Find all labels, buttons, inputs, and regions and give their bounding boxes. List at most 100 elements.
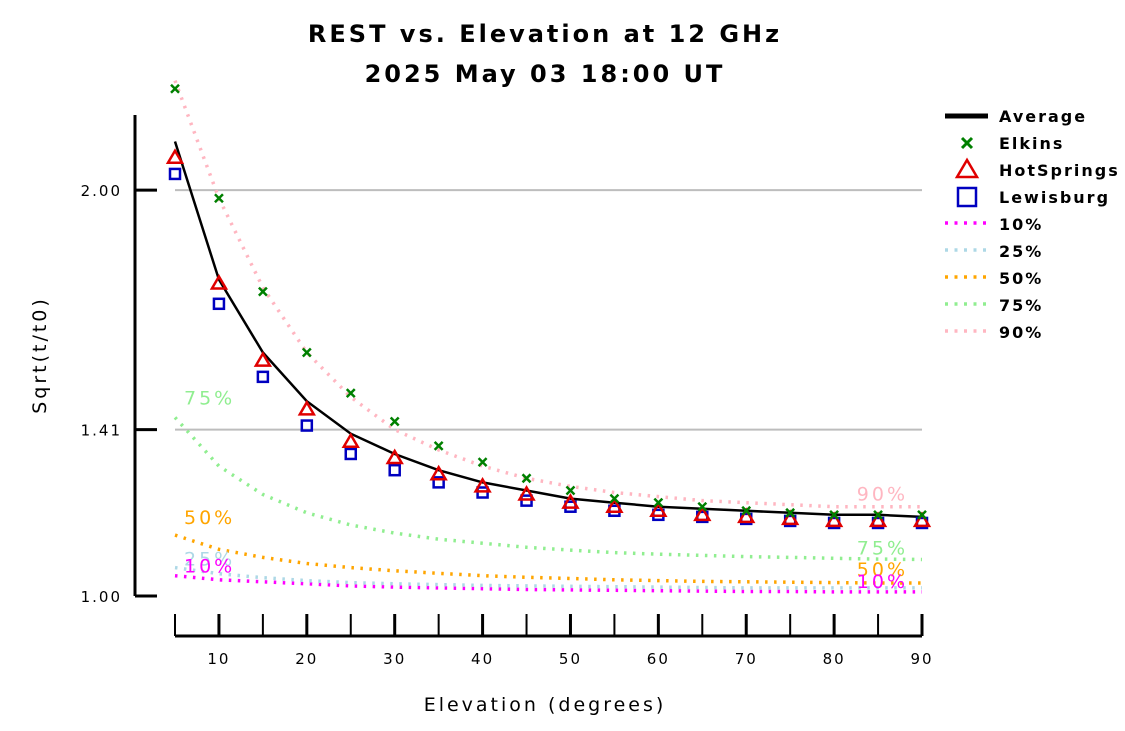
hotsprings-point-4 [341,432,360,449]
x-tick-label-1: 20 [295,650,318,668]
lewisburg-point-1 [212,297,226,311]
y-tick-label-2: 2.00 [81,182,122,200]
x-tick-label-4: 50 [559,650,582,668]
legend-label-10pct: 10% [999,215,1043,234]
lewisburg-point-6 [432,476,445,489]
curve-label-3: 10% [184,556,235,578]
hotsprings-point-0 [165,148,185,164]
legend-item-elkins: Elkins [960,134,1064,153]
hotsprings-point-7 [473,476,492,493]
lewisburg-point-3 [300,419,314,432]
x-tick-label-2: 30 [383,650,406,668]
series-75pct-line [173,416,923,562]
elkins-point-3 [301,347,312,358]
x-tick-label-5: 60 [647,650,670,668]
legend-item-50pct: 50% [945,269,1041,288]
hotsprings-point-11 [649,501,668,518]
legend-item-75pct: 75% [945,296,1043,315]
legend-swatch-hotsprings [954,157,980,179]
x-tick-label-6: 70 [735,650,758,668]
elkins-point-5 [389,416,400,427]
elkins-point-13 [741,505,752,516]
y-tick-label-0: 1.00 [81,588,122,606]
elkins-point-12 [697,501,708,512]
hotsprings-point-3 [297,399,316,416]
legend-label-25pct: 25% [999,242,1043,261]
axes: 1.00 1.41 2.00 10 20 30 40 50 60 70 80 90 [81,115,933,668]
y-axis-label: Sqrt(t/t0) [29,296,51,414]
elkins-point-14 [785,507,796,518]
elkins-point-9 [565,485,576,496]
legend-item-25pct: 25% [945,242,1043,261]
x-tick-label-8: 90 [910,650,933,668]
hotsprings-point-2 [253,351,273,367]
elkins-point-0 [170,83,180,94]
legend: Average Elkins HotSprings Lewisburg 10% 25% 50… [945,107,1120,342]
curve-label-5: 75% [857,537,908,559]
legend-label-90pct: 90% [999,323,1043,342]
legend-label-75pct: 75% [999,296,1043,315]
legend-item-90pct: 90% [945,323,1043,342]
lewisburg-point-5 [388,463,401,477]
chart-title: REST vs. Elevation at 12 GHz [308,20,782,48]
elkins-point-15 [829,509,840,520]
series-90pct-line [173,79,922,509]
legend-swatch-elkins [960,136,974,150]
hotsprings-point-14 [781,509,800,526]
curve-label-7: 10% [857,571,908,593]
x-axis-label: Elevation (degrees) [424,694,667,716]
gridlines [175,189,922,431]
legend-item-10pct: 10% [945,215,1043,234]
curve-labels: 75%50%25%10%90%75%50%10% [184,387,908,593]
legend-swatch-lewisburg [956,186,978,208]
legend-label-elkins: Elkins [999,134,1064,153]
curve-label-0: 75% [184,387,235,409]
curve-label-6: 50% [857,559,908,581]
series-lewisburg [168,167,929,530]
elkins-point-11 [653,497,664,508]
legend-label-lewisburg: Lewisburg [999,188,1110,207]
x-tick-label-0: 10 [207,650,230,668]
elkins-point-1 [214,193,224,204]
series-25pct-line [174,565,922,590]
lewisburg-point-0 [168,167,182,181]
y-tick-label-1: 1.41 [81,422,122,440]
elkins-point-17 [917,509,927,520]
elkins-point-6 [433,440,444,451]
hotsprings-point-1 [209,274,229,290]
elkins-point-7 [477,457,488,467]
hotsprings-point-6 [429,464,448,481]
legend-item-average: Average [945,107,1087,126]
elkins-point-4 [345,388,356,398]
elkins-point-10 [609,493,620,504]
lewisburg-point-2 [256,370,270,384]
series-10pct-line [174,573,922,594]
hotsprings-point-8 [517,485,536,501]
legend-label-hotsprings: HotSprings [999,161,1120,180]
hotsprings-point-12 [693,505,712,522]
x-tick-label-3: 40 [471,650,494,668]
hotsprings-point-15 [824,511,844,528]
elkins-point-2 [257,286,268,297]
legend-item-hotsprings: HotSprings [954,157,1120,180]
curve-label-1: 50% [184,507,235,529]
x-tick-label-7: 80 [823,650,846,668]
hotsprings-point-9 [561,493,580,509]
series-average-line [173,141,923,519]
chart-subtitle: 2025 May 03 18:00 UT [365,60,726,88]
curve-label-2: 25% [184,549,235,571]
elkins-point-8 [521,473,532,484]
series-elkins [170,83,927,520]
curve-label-4: 90% [857,484,908,506]
plot-area [165,79,932,594]
series-50pct-line [174,533,922,585]
hotsprings-point-17 [912,511,932,528]
hotsprings-point-10 [605,497,624,513]
legend-label-average: Average [999,107,1087,126]
series-hotsprings [165,148,932,528]
hotsprings-point-13 [737,507,756,524]
legend-item-lewisburg: Lewisburg [956,186,1110,208]
lewisburg-point-4 [344,447,358,461]
hotsprings-point-16 [868,511,888,528]
